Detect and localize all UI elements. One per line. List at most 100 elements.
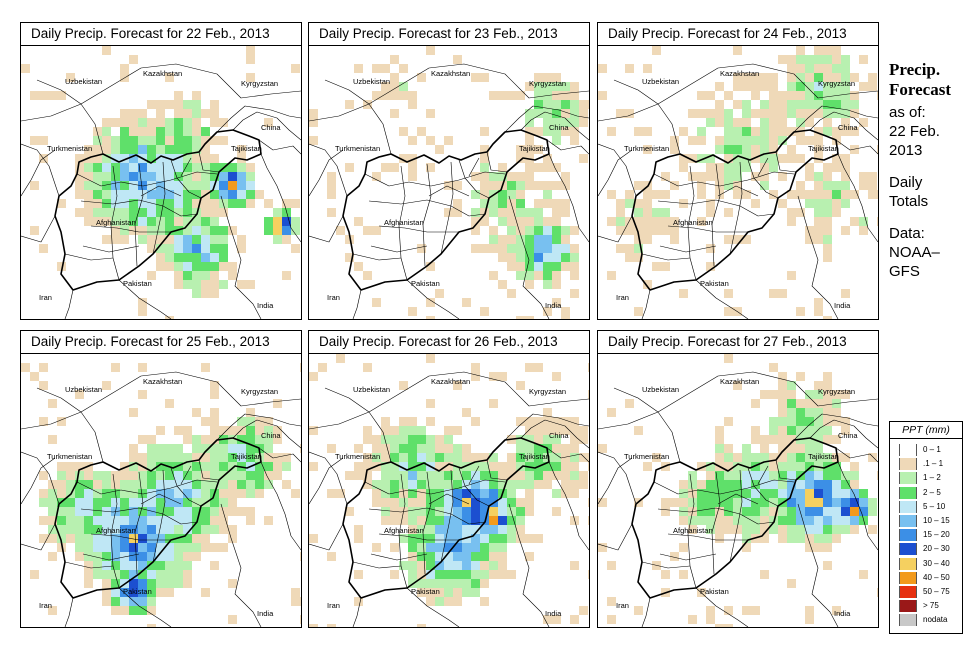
map-label-kyrgyzstan: Kyrgyzstan — [241, 387, 278, 396]
legend-swatch — [899, 500, 917, 513]
legend-swatch — [899, 444, 917, 456]
legend-label: 5 – 10 — [923, 501, 946, 511]
province-border — [110, 473, 120, 589]
map-label-uzbekistan: Uzbekistan — [642, 77, 679, 86]
legend-swatch — [899, 586, 917, 598]
legend-label: 30 – 40 — [923, 558, 950, 568]
country-border — [64, 289, 74, 319]
province-border — [80, 507, 198, 525]
country-border — [118, 587, 172, 627]
legend-label: > 75 — [923, 601, 939, 611]
map-label-uzbekistan: Uzbekistan — [65, 77, 102, 86]
province-border — [422, 163, 432, 267]
map-label-iran: Iran — [616, 293, 629, 302]
map-label-kazakhstan: Kazakhstan — [431, 69, 470, 78]
country-border — [598, 63, 878, 122]
country-border — [406, 587, 460, 627]
country-border — [598, 149, 633, 197]
map-label-uzbekistan: Uzbekistan — [642, 385, 679, 394]
province-border — [364, 171, 506, 187]
province-border — [170, 159, 202, 199]
panel-title: Daily Precip. Forecast for 26 Feb., 2013 — [309, 331, 589, 354]
country-border — [548, 153, 589, 243]
map-label-china: China — [261, 123, 281, 132]
forecast-info: Precip. Forecast as of: 22 Feb. 2013 Dai… — [889, 60, 973, 281]
legend-label: 15 – 20 — [923, 530, 950, 540]
map-label-tajikistan: Tajikistan — [519, 144, 550, 153]
map-label-india: India — [257, 301, 274, 310]
as-of-date-line1: 22 Feb. — [889, 123, 940, 140]
legend-label: 2 – 5 — [923, 487, 941, 497]
province-border — [667, 533, 748, 541]
legend-label: 20 – 30 — [923, 544, 950, 554]
province-border — [152, 469, 166, 563]
map-label-afghanistan: Afghanistan — [96, 526, 136, 535]
precip-grid — [309, 354, 589, 627]
country-border — [21, 63, 301, 122]
province-border — [687, 473, 697, 589]
country-border — [21, 149, 56, 197]
country-border — [508, 195, 550, 319]
precip-map: Uzbekistan Kazakhstan Kyrgyzstan China Turkm… — [598, 46, 878, 319]
province-border — [82, 245, 140, 253]
country-border — [641, 289, 651, 319]
country-border — [309, 149, 344, 197]
province-border — [368, 199, 486, 217]
map-label-iran: Iran — [39, 293, 52, 302]
country-border — [548, 461, 589, 551]
country-border — [695, 279, 749, 319]
afghanistan-border — [631, 129, 839, 291]
legend-swatch — [899, 515, 917, 527]
precip-legend: PPT (mm) 0 – 1 .1 – 1 1 – 2 2 – 5 5 – 10 10 –… — [889, 421, 963, 634]
country-border — [598, 143, 637, 243]
legend-swatch — [899, 543, 917, 556]
country-border — [352, 289, 362, 319]
province-border — [440, 161, 454, 255]
map-label-uzbekistan: Uzbekistan — [353, 77, 390, 86]
country-border — [232, 419, 301, 449]
map-label-afghanistan: Afghanistan — [384, 526, 424, 535]
map-label-afghanistan: Afghanistan — [384, 218, 424, 227]
precip-grid — [21, 46, 300, 319]
map-label-pakistan: Pakistan — [700, 587, 729, 596]
province-border — [378, 533, 459, 541]
country-border — [118, 279, 172, 319]
as-of-date-line2: 2013 — [889, 142, 923, 159]
country-border — [406, 279, 460, 319]
forecast-panel-5: Daily Precip. Forecast for 26 Feb., 2013… — [308, 330, 590, 628]
map-label-iran: Iran — [616, 601, 629, 610]
as-of-label: as of: — [889, 104, 926, 121]
map-label-afghanistan: Afghanistan — [673, 526, 713, 535]
province-border — [659, 553, 717, 561]
province-border — [90, 533, 171, 541]
province-border — [198, 151, 220, 173]
country-border — [232, 111, 301, 141]
totals-line1: Daily — [889, 174, 923, 191]
country-border — [508, 503, 550, 627]
map-label-pakistan: Pakistan — [123, 279, 152, 288]
legend-swatch — [899, 557, 917, 570]
country-border — [520, 111, 589, 141]
country-border — [835, 447, 878, 463]
map-label-tajikistan: Tajikistan — [519, 452, 550, 461]
country-border — [352, 597, 362, 627]
province-border — [352, 253, 402, 261]
province-border — [775, 459, 797, 481]
map-label-india: India — [545, 301, 562, 310]
province-border — [134, 471, 144, 575]
forecast-panel-4: Daily Precip. Forecast for 25 Feb., 2013… — [20, 330, 302, 628]
country-border — [309, 451, 348, 551]
map-label-tajikistan: Tajikistan — [231, 452, 262, 461]
precip-grid — [309, 46, 589, 319]
map-label-china: China — [549, 431, 569, 440]
province-border — [76, 479, 218, 495]
info-heading-line1: Precip. — [889, 60, 941, 79]
panel-title: Daily Precip. Forecast for 23 Feb., 2013 — [309, 23, 589, 46]
legend-swatch — [899, 486, 917, 499]
map-label-kyrgyzstan: Kyrgyzstan — [529, 387, 566, 396]
country-border — [258, 447, 301, 463]
province-border — [198, 459, 220, 481]
province-border — [717, 465, 769, 505]
province-border — [659, 245, 717, 253]
province-border — [110, 165, 120, 281]
